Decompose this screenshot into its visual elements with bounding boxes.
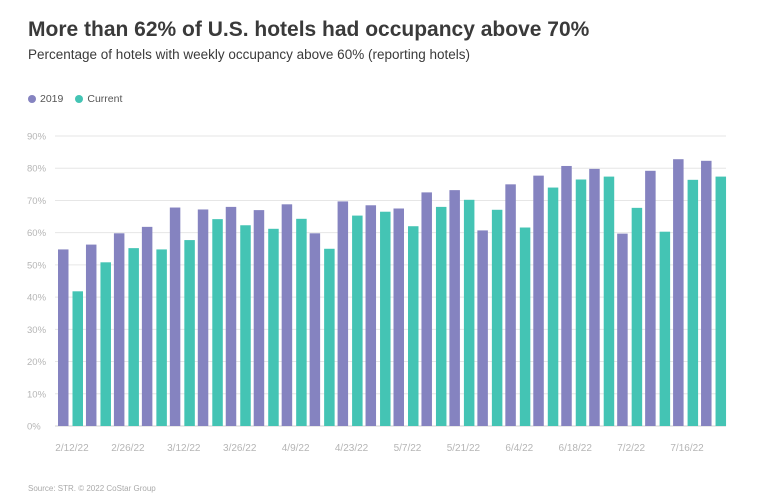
y-tick-label: 40% — [27, 293, 47, 304]
bar-2019 — [309, 233, 321, 426]
bar-current — [352, 215, 363, 426]
bar-2019 — [365, 205, 377, 426]
bar-current — [324, 248, 335, 426]
bar-2019 — [449, 190, 460, 426]
bar-2019 — [113, 233, 125, 426]
x-tick-label: 7/16/22 — [670, 443, 704, 454]
chart-subtitle: Percentage of hotels with weekly occupan… — [28, 47, 470, 62]
bar-current — [435, 206, 447, 426]
bar-current — [631, 207, 643, 426]
legend-item-2019[interactable]: 2019 — [28, 93, 63, 105]
bar-2019 — [617, 233, 628, 426]
bar-2019 — [645, 170, 656, 426]
x-tick-label: 3/26/22 — [223, 443, 257, 454]
bar-2019 — [281, 204, 293, 426]
y-tick-label: 30% — [27, 325, 47, 336]
bar-current — [240, 225, 251, 426]
bar-current — [156, 249, 167, 426]
legend-swatch-2019 — [28, 95, 36, 103]
bar-2019 — [58, 249, 69, 426]
bar-current — [715, 176, 727, 426]
bar-current — [408, 226, 419, 426]
source-note: Source: STR. © 2022 CoStar Group — [28, 484, 156, 493]
bar-2019 — [197, 209, 209, 426]
x-tick-label: 5/7/22 — [394, 443, 422, 454]
bar-current — [575, 179, 587, 426]
bar-2019 — [253, 210, 265, 426]
bar-current — [463, 199, 475, 426]
bar-2019 — [421, 192, 432, 426]
legend: 2019 Current — [28, 93, 134, 105]
bar-current — [603, 176, 615, 426]
x-tick-label: 6/18/22 — [559, 443, 593, 454]
y-tick-label: 20% — [27, 357, 47, 368]
bar-2019 — [561, 165, 572, 426]
bar-2019 — [477, 230, 488, 426]
bar-2019 — [85, 244, 97, 426]
bar-current — [100, 262, 111, 426]
bar-current — [659, 231, 671, 426]
bar-current — [128, 248, 139, 426]
bar-current — [72, 291, 83, 426]
bar-2019 — [505, 184, 516, 426]
legend-label-current: Current — [87, 93, 123, 105]
bar-2019 — [169, 207, 181, 426]
bar-2019 — [701, 160, 712, 427]
bar-2019 — [337, 201, 349, 426]
y-tick-label: 50% — [27, 260, 47, 271]
bar-current — [212, 219, 223, 426]
bar-2019 — [141, 226, 153, 426]
bar-current — [491, 209, 503, 426]
bar-2019 — [673, 159, 684, 426]
x-tick-label: 6/4/22 — [505, 443, 533, 454]
x-tick-label: 2/26/22 — [111, 443, 145, 454]
bar-current — [519, 227, 531, 426]
y-tick-label: 80% — [27, 164, 47, 175]
bar-current — [380, 211, 391, 426]
legend-item-current[interactable]: Current — [75, 93, 122, 105]
bar-current — [547, 187, 559, 426]
x-tick-label: 5/21/22 — [447, 443, 481, 454]
bar-2019 — [393, 208, 404, 426]
x-tick-label: 7/2/22 — [617, 443, 645, 454]
y-tick-label: 70% — [27, 196, 47, 207]
chart-title: More than 62% of U.S. hotels had occupan… — [28, 18, 590, 41]
x-tick-label: 3/12/22 — [167, 443, 201, 454]
bar-current — [296, 218, 307, 426]
legend-swatch-current — [75, 95, 84, 103]
y-tick-label: 0% — [27, 422, 41, 433]
bar-2019 — [225, 206, 237, 426]
y-tick-label: 60% — [27, 228, 47, 239]
legend-label-2019: 2019 — [40, 93, 64, 105]
bar-2019 — [533, 175, 544, 426]
y-tick-label: 90% — [27, 132, 47, 143]
x-tick-label: 4/9/22 — [282, 443, 310, 454]
bar-current — [687, 179, 699, 426]
x-tick-label: 2/12/22 — [55, 443, 89, 454]
x-tick-label: 4/23/22 — [335, 443, 369, 454]
bar-current — [268, 228, 279, 426]
y-tick-label: 10% — [27, 389, 47, 400]
bar-2019 — [589, 168, 600, 426]
bar-current — [184, 240, 195, 426]
